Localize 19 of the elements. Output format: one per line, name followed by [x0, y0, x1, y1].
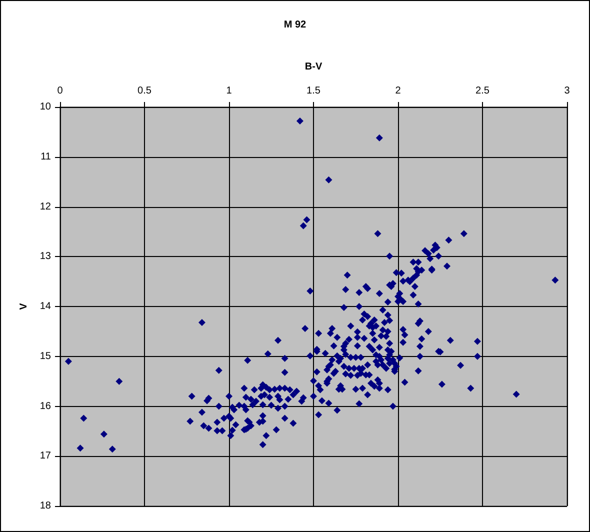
- y-tick-label: 11: [40, 151, 52, 162]
- x-tick-label: 3: [564, 86, 570, 96]
- y-axis-title: V: [18, 302, 30, 310]
- chart-title: M 92: [284, 20, 307, 30]
- y-tick-label: 18: [40, 500, 52, 512]
- y-tick-label: 14: [40, 301, 52, 312]
- x-tick-label: 1: [226, 86, 232, 96]
- x-axis-title: B-V: [304, 62, 322, 72]
- y-tick-label: 16: [40, 400, 52, 412]
- x-tick-label: 0.5: [138, 86, 152, 96]
- y-tick-label: 13: [40, 251, 52, 262]
- x-tick-label: 2: [395, 86, 402, 96]
- y-tick-label: 17: [40, 450, 52, 462]
- x-tick-label: 0: [57, 86, 64, 96]
- x-tick-label: 1.5: [306, 86, 321, 96]
- x-tick-label: 2.5: [476, 86, 490, 96]
- y-tick-label: 12: [40, 201, 52, 212]
- y-tick-label: 15: [40, 350, 52, 362]
- y-tick-label: 10: [40, 102, 52, 112]
